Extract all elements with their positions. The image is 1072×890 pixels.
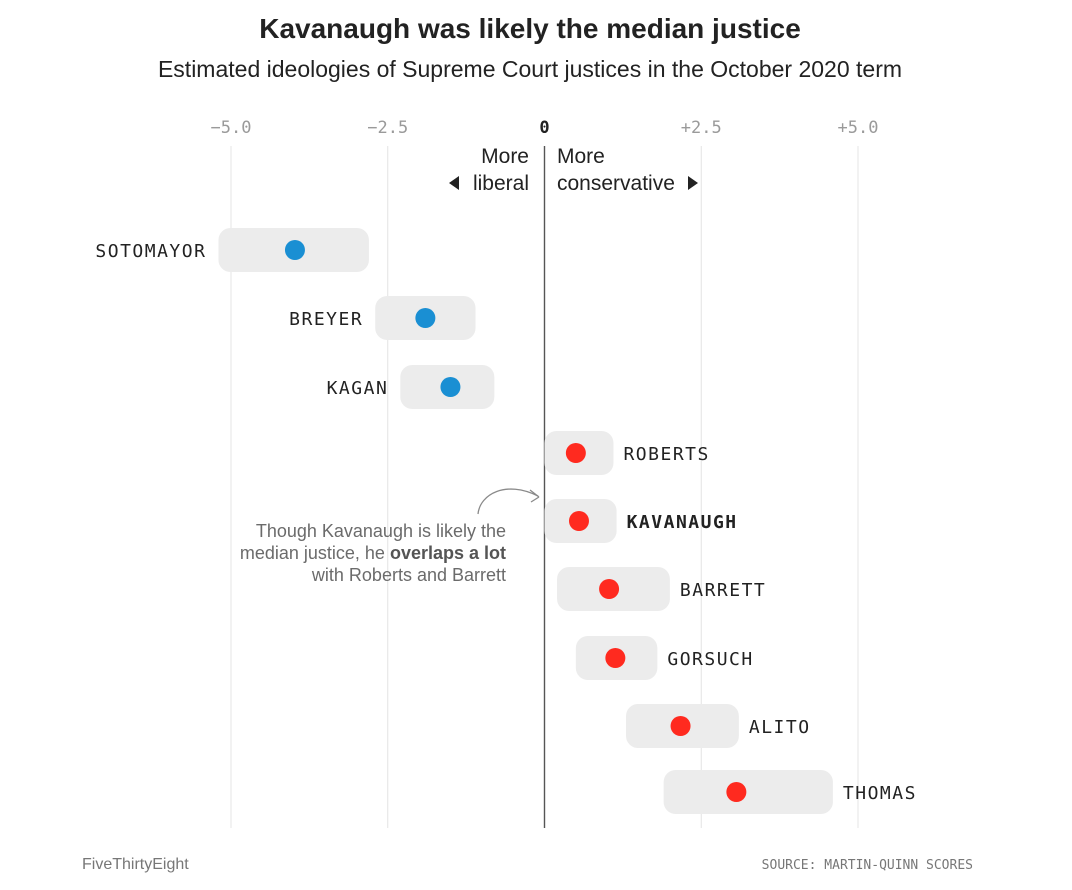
estimate-point [440,377,461,397]
chart-subtitle: Estimated ideologies of Supreme Court ju… [158,56,902,82]
annotation: Though Kavanaugh is likely the median ju… [240,488,540,585]
estimate-point [565,443,586,463]
footer-brand: FiveThirtyEight [82,856,189,873]
annotation-line3: with Roberts and Barrett [311,565,506,585]
direction-labels: More liberal More conservative [449,145,698,195]
justice-name: KAVANAUGH [627,512,738,533]
justice-labels: SOTOMAYOR BREYER KAGAN ROBERTS KAVANAUGH BARR… [95,241,917,804]
footer-source: SOURCE: MARTIN-QUINN SCORES [762,858,973,873]
x-tick-labels: −5.0 −2.5 0 +2.5 +5.0 [211,118,879,138]
estimate-point [415,308,436,328]
annotation-line2-bold: overlaps a lot [390,543,506,563]
conservative-label-line2: conservative [557,172,675,195]
uncertainty-band [663,770,833,814]
liberal-label-line1: More [481,145,529,168]
annotation-line2: median justice, he overlaps a lot [240,543,506,563]
justice-name: ROBERTS [623,444,709,465]
justice-name: THOMAS [843,783,917,804]
estimate-point [284,240,305,260]
x-tick-label: +5.0 [838,118,879,138]
justice-name: BREYER [289,309,363,330]
annotation-arrow [477,488,539,515]
estimate-point [568,511,589,531]
chart-title: Kavanaugh was likely the median justice [259,13,801,44]
estimate-point [670,716,691,736]
estimate-point [605,648,626,668]
justice-name: GORSUCH [667,649,753,670]
conservative-label-line1: More [557,145,605,168]
justice-name: KAGAN [327,378,389,399]
justice-name: ALITO [749,717,811,738]
right-arrow-icon [688,176,698,190]
annotation-line1: Though Kavanaugh is likely the [256,521,506,541]
x-tick-label: −5.0 [211,118,252,138]
estimate-point [726,782,747,802]
estimate-points [284,240,747,802]
x-tick-label: −2.5 [367,118,408,138]
annotation-line2-normal: median justice, he [240,543,390,563]
justice-name: SOTOMAYOR [95,241,206,262]
left-arrow-icon [449,176,459,190]
justice-name: BARRETT [680,580,766,601]
liberal-label-line2: liberal [473,172,529,195]
annotation-arrowhead-icon [529,489,540,503]
estimate-point [599,579,620,599]
x-tick-label: +2.5 [681,118,722,138]
x-tick-label: 0 [539,118,549,138]
